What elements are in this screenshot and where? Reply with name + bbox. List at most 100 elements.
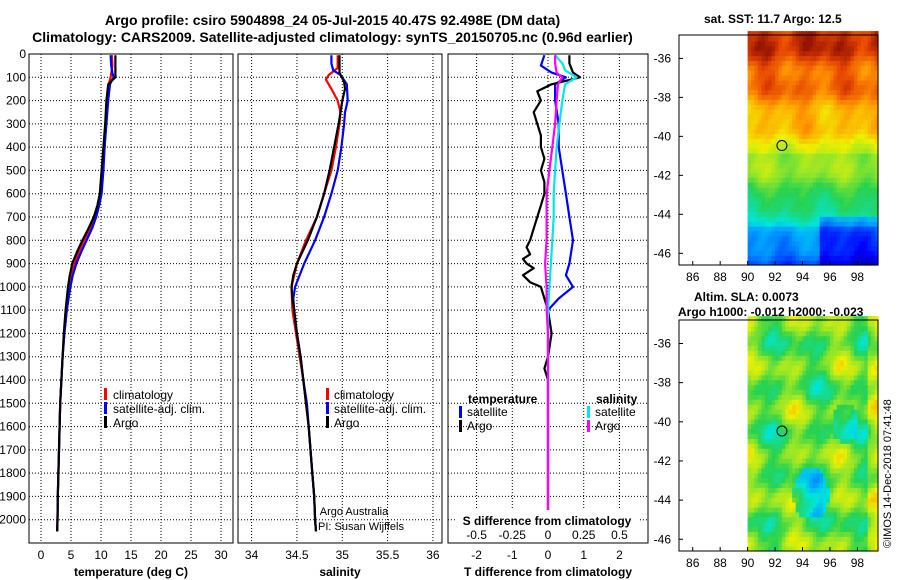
map-cell [751, 157, 756, 164]
map-cell [857, 511, 862, 518]
map-cell [854, 374, 858, 381]
map-cell [871, 45, 876, 52]
map-cell [840, 118, 845, 125]
map-cell [836, 240, 841, 247]
map-cell [775, 360, 780, 366]
map-cell [757, 191, 762, 198]
map-cell [850, 89, 855, 96]
map-cell [830, 546, 834, 552]
map-cell [826, 84, 831, 91]
map-cell [785, 36, 790, 42]
map-cell [833, 360, 838, 366]
map-cell [847, 157, 852, 164]
map-cell [764, 187, 769, 193]
map-cell [761, 138, 766, 144]
map-cell [823, 467, 828, 474]
map-cell [785, 260, 790, 266]
map-cell [799, 325, 804, 332]
map-cell [799, 50, 804, 57]
map-cell [864, 379, 869, 386]
map-cell [840, 453, 845, 459]
map-cell [840, 546, 845, 552]
map-cell [761, 448, 766, 454]
map-cell [761, 492, 766, 498]
map-cell [754, 235, 759, 242]
map-cell [826, 546, 831, 552]
map-cell [812, 196, 817, 203]
map-cell [757, 482, 762, 488]
map-cell [764, 255, 769, 261]
map-cell [799, 138, 804, 144]
map-cell [823, 433, 828, 439]
map-cell [778, 206, 783, 212]
map-cell [785, 191, 790, 198]
map-cell [785, 221, 790, 227]
map-cell [757, 65, 762, 71]
map-cell [850, 516, 855, 523]
map-cell [764, 502, 769, 508]
map-cell [819, 355, 824, 361]
map-cell [864, 414, 869, 420]
map-cell [781, 374, 786, 381]
map-cell [792, 143, 797, 149]
map-cell [764, 84, 769, 91]
map-cell [857, 369, 862, 376]
map-cell [823, 521, 828, 528]
map-cell [792, 511, 797, 518]
map-cell [812, 497, 817, 503]
map-cell [795, 99, 800, 105]
map-cell [860, 216, 865, 222]
map-cell [805, 250, 810, 256]
map-cell [812, 316, 817, 322]
map-cell [778, 531, 783, 537]
map-cell [826, 330, 831, 337]
map-cell [854, 128, 858, 135]
map-cell [857, 458, 862, 464]
map-cell [860, 541, 865, 547]
map-cell [785, 521, 790, 528]
map-cell [826, 167, 831, 173]
map-cell [775, 250, 780, 256]
map-cell [857, 118, 862, 125]
map-cell [764, 133, 769, 139]
map-cell [843, 379, 848, 386]
map-cell [871, 206, 876, 212]
map-cell [860, 418, 865, 425]
map-cell [795, 167, 800, 173]
map-cell [778, 541, 783, 547]
map-cell [843, 472, 848, 479]
map-cell [778, 448, 783, 454]
y-tick-label: 1000 [0, 280, 26, 294]
map-cell [771, 433, 776, 439]
map-cell [830, 182, 834, 188]
map-cell [823, 172, 828, 178]
map-cell [802, 123, 807, 130]
map-cell [751, 438, 756, 444]
map-cell [768, 201, 773, 208]
map-cell [864, 94, 869, 100]
map-cell [802, 492, 807, 498]
map-cell [854, 507, 858, 513]
map-cell [802, 36, 807, 42]
map-cell [833, 143, 838, 149]
map-cell [757, 536, 762, 542]
map-cell [857, 399, 862, 405]
map-cell [860, 453, 865, 459]
map-cell [781, 433, 786, 439]
map-cell [826, 335, 831, 342]
map-cell [799, 507, 804, 513]
map-cell [778, 507, 783, 513]
map-cell [867, 546, 872, 552]
map-cell [805, 152, 810, 159]
map-cell [757, 70, 762, 76]
map-cell [871, 546, 876, 552]
map-cell [761, 541, 766, 547]
map-cell [874, 458, 879, 464]
map-cell [754, 40, 759, 47]
map-cell [792, 330, 797, 337]
map-cell [802, 316, 807, 322]
map-cell [836, 133, 841, 139]
map-cell [860, 325, 865, 332]
map-cell [867, 235, 872, 242]
map-cell [826, 201, 831, 208]
